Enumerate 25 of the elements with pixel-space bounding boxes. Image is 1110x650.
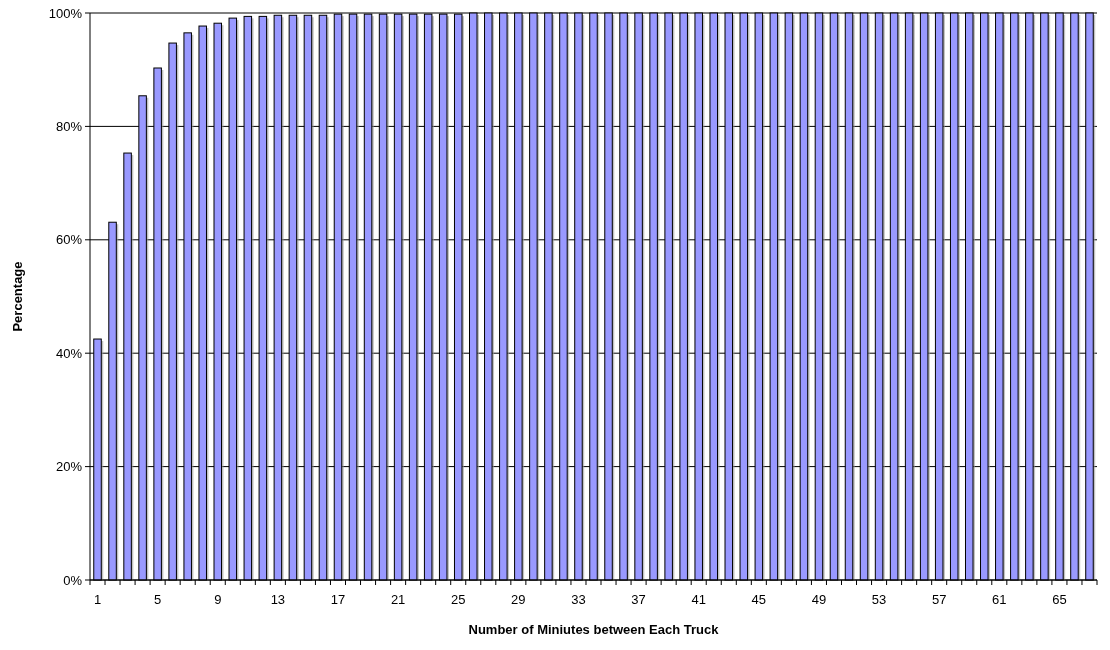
x-tick-label: 17	[330, 592, 346, 607]
x-tick-label: 13	[270, 592, 286, 607]
y-tick-label: 0%	[63, 572, 83, 588]
x-tick-label: 9	[214, 592, 222, 607]
x-tick-label: 29	[511, 592, 526, 607]
x-axis-title: Number of Miniutes between Each Truck	[468, 622, 720, 637]
y-tick-label: 80%	[55, 118, 83, 134]
x-tick-label: 41	[691, 592, 706, 607]
y-tick-label: 20%	[55, 459, 83, 475]
x-tick-label: 61	[992, 592, 1007, 607]
x-tick-label: 21	[390, 592, 406, 607]
y-tick-label: 40%	[55, 345, 83, 361]
x-tick-label: 65	[1052, 592, 1067, 607]
x-tick-label: 49	[811, 592, 827, 607]
x-tick-label: 37	[631, 592, 646, 607]
x-tick-label: 5	[154, 592, 162, 607]
x-tick-label: 1	[93, 592, 102, 607]
y-tick-label: 60%	[55, 232, 83, 248]
x-tick-label: 57	[931, 592, 947, 607]
x-tick-label: 33	[571, 592, 586, 607]
x-tick-label: 25	[451, 592, 466, 607]
x-tick-label: 53	[871, 592, 887, 607]
y-axis-title: Percentage	[10, 261, 25, 332]
x-tick-label: 45	[751, 592, 767, 607]
y-tick-label: 100%	[48, 5, 83, 21]
